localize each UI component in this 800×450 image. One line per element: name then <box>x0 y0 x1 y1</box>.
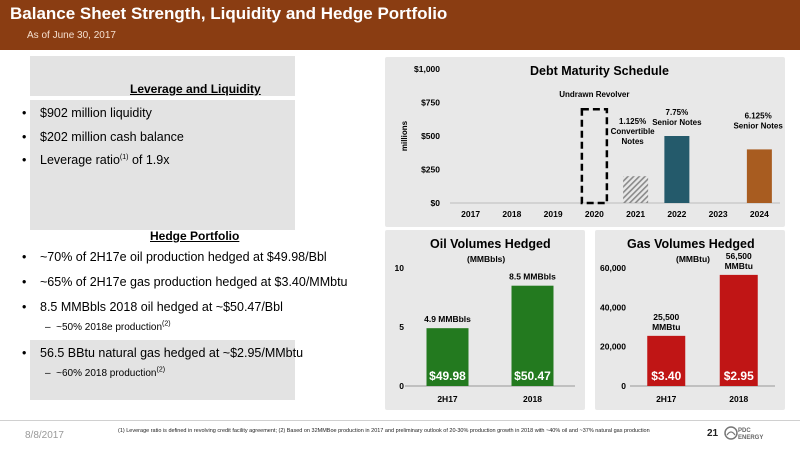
logo-wordmark: PDC ENERGY <box>738 428 764 441</box>
leverage-heading: Leverage and Liquidity <box>130 82 261 96</box>
header-bar: Balance Sheet Strength, Liquidity and He… <box>0 0 800 50</box>
page-title: Balance Sheet Strength, Liquidity and He… <box>10 4 448 23</box>
leverage-bullet-2: • $202 million cash balance <box>22 130 184 144</box>
footnote: (1) Leverage ratio is defined in revolvi… <box>118 428 650 434</box>
hedge-sub-bullet-2: – ~60% 2018 production(2) <box>45 366 166 379</box>
hedge-bullet-1: • ~70% of 2H17e oil production hedged at … <box>22 250 327 264</box>
debt-chart-panel <box>385 57 785 227</box>
hedge-panel-bg <box>30 340 295 400</box>
gas-chart-title: Gas Volumes Hedged <box>627 237 755 251</box>
pdc-logo-icon <box>724 426 738 440</box>
hedge-bullet-2: • ~65% of 2H17e gas production hedged at … <box>22 275 348 289</box>
oil-chart-subtitle: (MMBbls) <box>467 254 506 264</box>
hedge-bullet-3: • 8.5 MMBbls 2018 oil hedged at ~$50.47/B… <box>22 300 283 314</box>
page-number: 21 <box>707 428 719 439</box>
leverage-bullet-3: • Leverage ratio(1) of 1.9x <box>22 153 170 167</box>
hedge-bullet-4: • 56.5 BBtu natural gas hedged at ~$2.95/… <box>22 346 304 360</box>
leverage-bullet-1: • $902 million liquidity <box>22 106 152 120</box>
footer-date: 8/8/2017 <box>25 430 64 441</box>
hedge-heading: Hedge Portfolio <box>150 229 240 243</box>
gas-chart-subtitle: (MMBtu) <box>676 254 710 264</box>
footer-divider <box>0 420 800 421</box>
leverage-panel-bg-lower <box>30 100 295 230</box>
debt-chart-title: Debt Maturity Schedule <box>530 64 669 78</box>
leverage-panel-bg <box>30 56 295 96</box>
oil-chart-title: Oil Volumes Hedged <box>430 237 551 251</box>
hedge-sub-bullet-1: – ~50% 2018e production(2) <box>45 320 171 333</box>
page-subtitle: As of June 30, 2017 <box>27 30 116 41</box>
